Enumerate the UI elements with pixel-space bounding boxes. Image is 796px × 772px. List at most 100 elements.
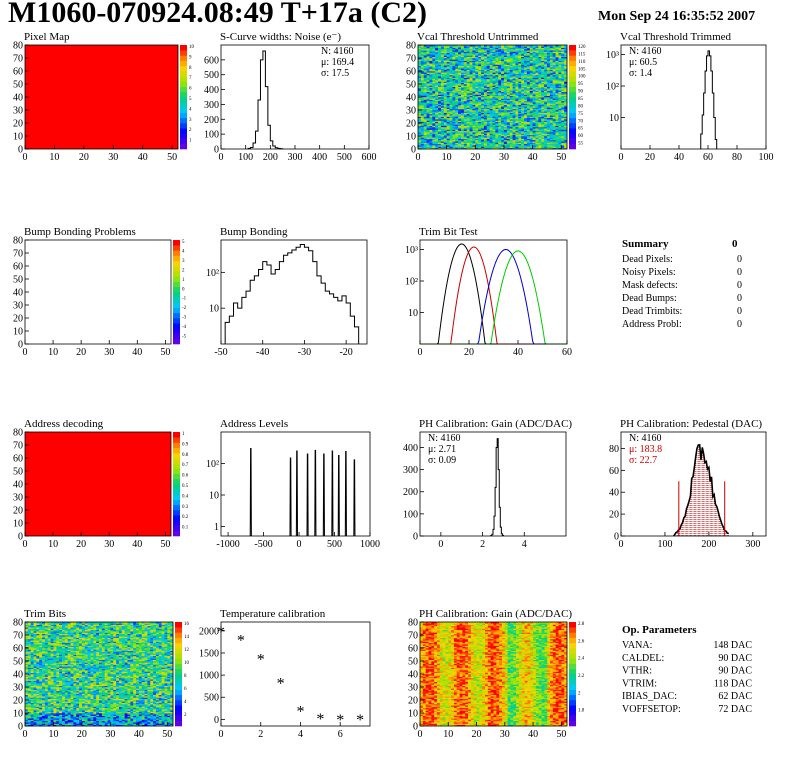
- heatmap-cell: [478, 110, 482, 112]
- heatmap-cell: [564, 119, 568, 121]
- heatmap-cell: [458, 134, 462, 137]
- heatmap-cell: [524, 138, 528, 141]
- heatmap-cell: [449, 121, 453, 124]
- y-tick-label: 400: [403, 443, 418, 454]
- heatmap-cell: [492, 113, 496, 116]
- heatmap-cell: [426, 124, 430, 126]
- heatmap-cell: [481, 120, 485, 122]
- heatmap-cell: [418, 113, 422, 116]
- heatmap-cell: [526, 146, 531, 148]
- heatmap-cell: [440, 137, 445, 139]
- heatmap-cell: [449, 139, 453, 142]
- heatmap-cell: [463, 128, 468, 130]
- heatmap-cell: [549, 147, 553, 150]
- heatmap-cell: [552, 146, 556, 148]
- heatmap-cell: [561, 113, 565, 116]
- heatmap-cell: [561, 143, 565, 146]
- x-tick-label: 0: [297, 539, 302, 550]
- heatmap-cell: [509, 129, 513, 132]
- heatmap-cell: [475, 130, 479, 133]
- heatmap-cell: [472, 139, 476, 142]
- address-decoding-panel: Address decoding0.10.20.30.40.50.60.70.8…: [13, 418, 189, 550]
- heatmap-cell: [492, 121, 496, 124]
- heatmap-cell: [469, 125, 473, 128]
- heatmap-cell: [498, 115, 502, 117]
- heatmap-cell: [449, 104, 453, 107]
- heatmap-cell: [506, 113, 510, 116]
- heatmap-cell: [501, 136, 505, 138]
- heatmap-cell: [518, 116, 522, 119]
- heatmap-cell: [498, 128, 502, 130]
- palette-label: 0.7: [182, 463, 189, 468]
- heatmap-cell: [541, 124, 545, 126]
- heatmap-cell: [521, 120, 525, 122]
- heatmap-cell: [564, 142, 568, 145]
- ph-pedestal-panel: PH Calibration: Pedestal (DAC)0 100 200 300…: [609, 418, 767, 550]
- heatmap-cell: [463, 102, 468, 104]
- heatmap-cell: [481, 145, 485, 147]
- heatmap-cell: [446, 108, 450, 111]
- heatmap-cell: [529, 104, 533, 107]
- heatmap-cell: [564, 141, 568, 143]
- heatmap-cell: [426, 111, 430, 113]
- heatmap-cell: [483, 116, 488, 119]
- heatmap-cell: [538, 147, 542, 150]
- heatmap-cell: [552, 124, 556, 126]
- palette-cell: [180, 65, 187, 72]
- heatmap-cell: [481, 132, 485, 134]
- heatmap-cell: [498, 106, 502, 108]
- heatmap-cell: [469, 126, 473, 129]
- heatmap-cell: [438, 117, 442, 120]
- heatmap-cell: [446, 110, 450, 112]
- heatmap-cell: [512, 115, 516, 117]
- heatmap-cell: [446, 139, 450, 142]
- heatmap-cell: [552, 116, 556, 119]
- heatmap-cell: [452, 104, 456, 107]
- heatmap-cell: [429, 137, 433, 139]
- heatmap-cell: [524, 119, 528, 121]
- heatmap-cell: [524, 104, 528, 107]
- heatmap-cell: [449, 142, 453, 145]
- heatmap-cell: [486, 145, 490, 147]
- heatmap-cell: [501, 139, 505, 142]
- heatmap-cell: [481, 126, 485, 129]
- heatmap-cell: [512, 128, 516, 130]
- heatmap-cell: [460, 111, 465, 113]
- heatmap-cell: [466, 130, 470, 133]
- heatmap-cell: [452, 129, 456, 132]
- heatmap-cell: [489, 128, 493, 130]
- heatmap-cell: [472, 143, 476, 146]
- heatmap-cell: [509, 121, 513, 124]
- heatmap-cell: [440, 147, 445, 150]
- heatmap-cell: [432, 142, 436, 145]
- heatmap-cell: [420, 139, 425, 142]
- heatmap-cell: [552, 137, 556, 139]
- heatmap-cell: [423, 141, 427, 143]
- heatmap-cell: [446, 130, 450, 133]
- heatmap-cell: [483, 145, 488, 147]
- heatmap-cell: [432, 110, 436, 112]
- heatmap-cell: [466, 147, 470, 150]
- heatmap-cell: [472, 138, 476, 141]
- heatmap-cell: [426, 102, 430, 104]
- heatmap-cell: [452, 139, 456, 142]
- heatmap-cell: [495, 130, 499, 133]
- heatmap-cell: [521, 110, 525, 112]
- heatmap-cell: [518, 103, 522, 106]
- heatmap-cell: [503, 123, 508, 125]
- heatmap-cell: [429, 120, 433, 122]
- heatmap-cell: [489, 117, 493, 120]
- heatmap-cell: [555, 136, 559, 138]
- heatmap-cell: [486, 129, 490, 132]
- heatmap-cell: [564, 108, 568, 111]
- heatmap-cell: [429, 141, 433, 143]
- heatmap-cell: [486, 108, 490, 111]
- heatmap-cell: [526, 120, 531, 122]
- heatmap-cell: [526, 111, 531, 113]
- heatmap-cell: [478, 107, 482, 109]
- palette-cell: [173, 484, 180, 490]
- heatmap-cell: [472, 132, 476, 134]
- heatmap-cell: [535, 113, 539, 116]
- heatmap-cell: [544, 115, 548, 117]
